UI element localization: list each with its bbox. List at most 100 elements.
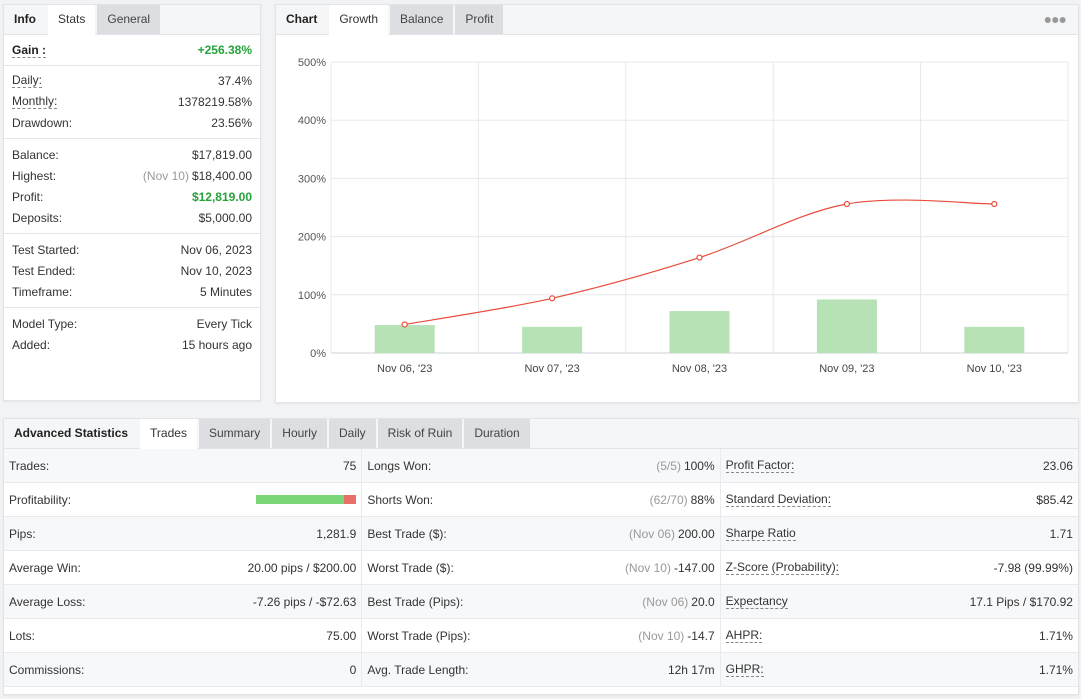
bar xyxy=(522,326,583,353)
chart-panel: Chart Growth Balance Profit ●●● 0% 100% 20… xyxy=(275,4,1079,403)
stat-number: 0 xyxy=(349,662,357,677)
tab-hourly[interactable]: Hourly xyxy=(272,419,327,448)
monthly-label[interactable]: Monthly: xyxy=(12,94,58,109)
stat-label[interactable]: AHPR: xyxy=(725,628,763,643)
tab-growth[interactable]: Growth xyxy=(329,5,389,35)
deposits-value: $5,000.00 xyxy=(198,210,252,225)
stat-label: Best Trade (Pips): xyxy=(367,594,464,609)
info-panel: Info Stats General Gain : +256.38% Daily… xyxy=(3,4,261,401)
tab-balance[interactable]: Balance xyxy=(390,5,454,34)
highest-value: $18,400.00 xyxy=(191,168,252,183)
stat-detail: (Nov 06) xyxy=(642,594,689,609)
stat-number: 1.71% xyxy=(1038,662,1073,677)
stat-number: 20.00 pips / $200.00 xyxy=(247,560,357,575)
stat-value: (Nov 06) 20.0 xyxy=(642,595,714,609)
tab-daily[interactable]: Daily xyxy=(328,419,376,448)
gain-label[interactable]: Gain : xyxy=(12,42,47,58)
growth-line xyxy=(404,199,995,326)
highest-label: Highest: xyxy=(12,168,57,183)
model-type-row: Model Type: Every Tick xyxy=(4,313,260,334)
y-tick-label: 100% xyxy=(298,290,326,302)
stat-value: (5/5) 100% xyxy=(656,459,714,473)
stats-column-2: Longs Won: (5/5) 100% Shorts Won: (62/70) 88%… xyxy=(361,449,720,687)
tab-info[interactable]: Info xyxy=(14,12,36,26)
timeframe-value: 5 Minutes xyxy=(199,284,252,299)
divider xyxy=(4,138,260,139)
x-tick-label: Nov 07, '23 xyxy=(524,363,579,375)
bar xyxy=(374,325,435,353)
stat-label: Average Loss: xyxy=(9,594,86,609)
highest-date: (Nov 10) xyxy=(142,168,189,183)
stat-value: 1,281.9 xyxy=(316,527,356,541)
stat-value: 12h 17m xyxy=(668,663,715,677)
y-tick-label: 500% xyxy=(298,57,326,69)
stat-worst-trade: Worst Trade ($): (Nov 10) -147.00 xyxy=(362,551,720,585)
stat-label: Trades: xyxy=(9,458,50,473)
stat-number: -7.98 (99.99%) xyxy=(993,560,1073,575)
stat-profitability: Profitability: xyxy=(4,483,362,517)
tab-risk-of-ruin[interactable]: Risk of Ruin xyxy=(377,419,463,448)
stat-label: Lots: xyxy=(9,628,36,643)
x-tick-label: Nov 08, '23 xyxy=(672,363,727,375)
stat-longs-won: Longs Won: (5/5) 100% xyxy=(362,449,720,483)
daily-value: 37.4% xyxy=(217,73,252,88)
balance-row: Balance: $17,819.00 xyxy=(4,144,260,165)
gain-row: Gain : +256.38% xyxy=(4,35,260,66)
stat-value: (Nov 06) 200.00 xyxy=(629,527,715,541)
stat-number: 20.0 xyxy=(691,594,715,609)
stat-label[interactable]: Expectancy xyxy=(725,594,788,609)
stat-label[interactable]: Sharpe Ratio xyxy=(725,526,796,541)
tab-profit[interactable]: Profit xyxy=(455,5,504,34)
stat-label[interactable]: GHPR: xyxy=(725,662,764,677)
tab-duration[interactable]: Duration xyxy=(464,419,530,448)
timeframe-label: Timeframe: xyxy=(12,284,73,299)
stat-number: 12h 17m xyxy=(667,662,715,677)
drawdown-value: 23.56% xyxy=(211,115,252,130)
gain-value: +256.38% xyxy=(197,43,252,57)
bar xyxy=(816,299,877,353)
added-label: Added: xyxy=(12,337,51,352)
stat-best-trade: Best Trade ($): (Nov 06) 200.00 xyxy=(362,517,720,551)
stat-label: Commissions: xyxy=(9,662,85,677)
y-tick-label: 200% xyxy=(298,232,326,244)
timeframe-row: Timeframe: 5 Minutes xyxy=(4,281,260,302)
model-type-label: Model Type: xyxy=(12,316,78,331)
test-started-row: Test Started: Nov 06, 2023 xyxy=(4,239,260,260)
stat-label[interactable]: Standard Deviation: xyxy=(725,492,832,507)
tab-trades[interactable]: Trades xyxy=(140,419,197,449)
tab-chart[interactable]: Chart xyxy=(286,12,318,26)
stat-label[interactable]: Z-Score (Probability): xyxy=(725,560,840,575)
added-row: Added: 15 hours ago xyxy=(4,334,260,355)
stat-number: 75.00 xyxy=(326,628,357,643)
stats-group-returns: Daily: 37.4% Monthly: 1378219.58% Drawdown: 2… xyxy=(4,70,260,133)
stat-number: $85.42 xyxy=(1036,492,1073,507)
advanced-statistics-panel: Advanced Statistics Trades Summary Hourl… xyxy=(3,418,1079,695)
tab-general[interactable]: General xyxy=(97,5,161,34)
stat-value: 75.00 xyxy=(326,629,356,643)
stat-value: 17.1 Pips / $170.92 xyxy=(970,595,1073,609)
stat-label: Pips: xyxy=(9,526,36,541)
stat-expectancy: Expectancy 17.1 Pips / $170.92 xyxy=(720,585,1078,619)
more-dots-icon[interactable]: ●●● xyxy=(1043,11,1067,27)
tab-summary[interactable]: Summary xyxy=(198,419,271,448)
daily-label[interactable]: Daily: xyxy=(12,73,43,88)
test-ended-row: Test Ended: Nov 10, 2023 xyxy=(4,260,260,281)
tab-stats[interactable]: Stats xyxy=(48,5,96,35)
y-tick-label: 400% xyxy=(298,115,326,127)
stat-value: (62/70) 88% xyxy=(650,493,715,507)
stat-value: (Nov 10) -14.7 xyxy=(638,629,714,643)
divider xyxy=(4,307,260,308)
drawdown-row: Drawdown: 23.56% xyxy=(4,112,260,133)
stat-label: Worst Trade (Pips): xyxy=(367,628,471,643)
stat-number: 17.1 Pips / $170.92 xyxy=(969,594,1073,609)
stat-detail: (Nov 06) xyxy=(628,526,675,541)
test-started-value: Nov 06, 2023 xyxy=(180,242,252,257)
stat-number: 200.00 xyxy=(677,526,715,541)
stat-value: 1.71% xyxy=(1039,663,1073,677)
stat-label[interactable]: Profit Factor: xyxy=(725,458,795,473)
monthly-row: Monthly: 1378219.58% xyxy=(4,91,260,112)
deposits-row: Deposits: $5,000.00 xyxy=(4,207,260,228)
profit-label: Profit: xyxy=(12,189,44,204)
stat-number: 1.71 xyxy=(1049,526,1073,541)
stat-value: 75 xyxy=(343,459,356,473)
